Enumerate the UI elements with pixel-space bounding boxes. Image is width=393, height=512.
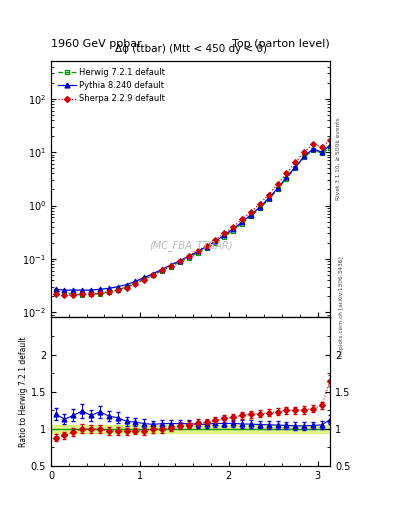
Bar [51, 425, 330, 433]
Text: 1960 GeV ppbar: 1960 GeV ppbar [51, 38, 142, 49]
Text: (MC_FBA_TTBAR): (MC_FBA_TTBAR) [149, 240, 232, 251]
Text: Top (parton level): Top (parton level) [232, 38, 330, 49]
Text: mcplots.cern.ch [arXiv:1306.3436]: mcplots.cern.ch [arXiv:1306.3436] [339, 257, 344, 358]
Legend: Herwig 7.2.1 default, Pythia 8.240 default, Sherpa 2.2.9 default: Herwig 7.2.1 default, Pythia 8.240 defau… [55, 66, 168, 106]
Text: Rivet 3.1.10, ≥ 500k events: Rivet 3.1.10, ≥ 500k events [336, 117, 341, 200]
Text: Δϕ (t̄tbar) (Mtt < 450 dy < 0): Δϕ (t̄tbar) (Mtt < 450 dy < 0) [115, 44, 266, 54]
Y-axis label: Ratio to Herwig 7.2.1 default: Ratio to Herwig 7.2.1 default [19, 336, 28, 447]
